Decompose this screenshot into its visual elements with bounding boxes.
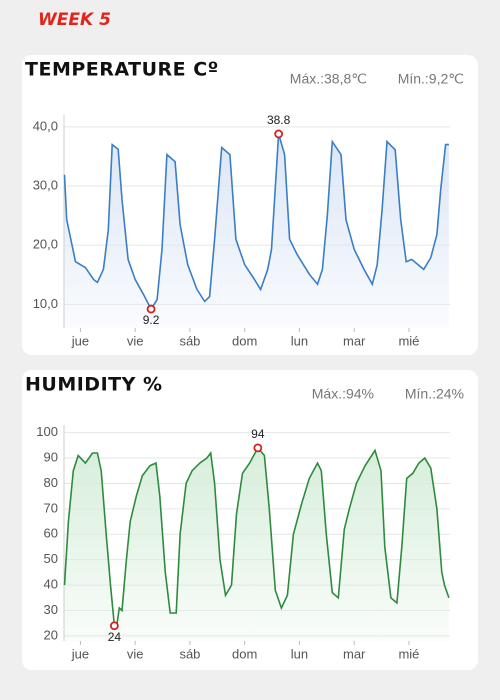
page-title: WEEK 5 — [38, 10, 111, 30]
highlight-marker — [109, 621, 119, 631]
highlight-marker — [146, 304, 156, 314]
y-tick-label: 20,0 — [33, 237, 58, 252]
highlight-label: 24 — [108, 630, 122, 644]
max-label: Máx.:94% — [312, 386, 374, 402]
x-tick-label: mié — [398, 646, 419, 661]
line — [63, 133, 449, 311]
x-tick-label: mié — [398, 333, 419, 348]
x-tick-label: dom — [232, 333, 257, 348]
chart-title: TEMPERATURE Cº — [25, 59, 219, 81]
chart-title: HUMIDITY % — [25, 374, 163, 396]
y-tick-label: 80 — [44, 475, 58, 490]
y-tick-label: 30 — [44, 602, 58, 617]
x-tick-label: dom — [232, 646, 257, 661]
y-tick-label: 70 — [44, 500, 58, 515]
x-tick-label: mar — [343, 646, 366, 661]
min-label: Mín.:9,2℃ — [398, 71, 464, 87]
min-label: Mín.:24% — [405, 386, 464, 402]
area — [64, 133, 449, 328]
x-tick-label: mar — [343, 333, 366, 348]
y-tick-label: 60 — [44, 526, 58, 541]
highlight-label: 94 — [251, 427, 265, 441]
y-tick-label: 20 — [44, 627, 58, 642]
x-tick-label: vie — [127, 333, 144, 348]
y-tick-label: 50 — [44, 551, 58, 566]
y-tick-label: 30,0 — [33, 177, 58, 192]
highlight-label: 9.2 — [143, 313, 160, 327]
y-tick-label: 40,0 — [33, 118, 58, 133]
y-tick-label: 10,0 — [33, 296, 58, 311]
highlight-label: 38.8 — [267, 113, 291, 127]
x-tick-label: sáb — [179, 646, 200, 661]
y-tick-label: 40 — [44, 577, 58, 592]
x-tick-label: sáb — [179, 333, 200, 348]
x-tick-label: vie — [127, 646, 144, 661]
x-tick-label: jue — [71, 646, 89, 661]
highlight-marker — [274, 129, 284, 139]
x-tick-label: lun — [291, 646, 308, 661]
max-label: Máx.:38,8℃ — [290, 71, 367, 87]
x-tick-label: lun — [291, 333, 308, 348]
area — [64, 447, 449, 641]
y-tick-label: 100 — [36, 424, 58, 439]
x-tick-label: jue — [71, 333, 89, 348]
y-tick-label: 90 — [44, 449, 58, 464]
line — [63, 446, 450, 628]
highlight-marker — [253, 443, 263, 453]
